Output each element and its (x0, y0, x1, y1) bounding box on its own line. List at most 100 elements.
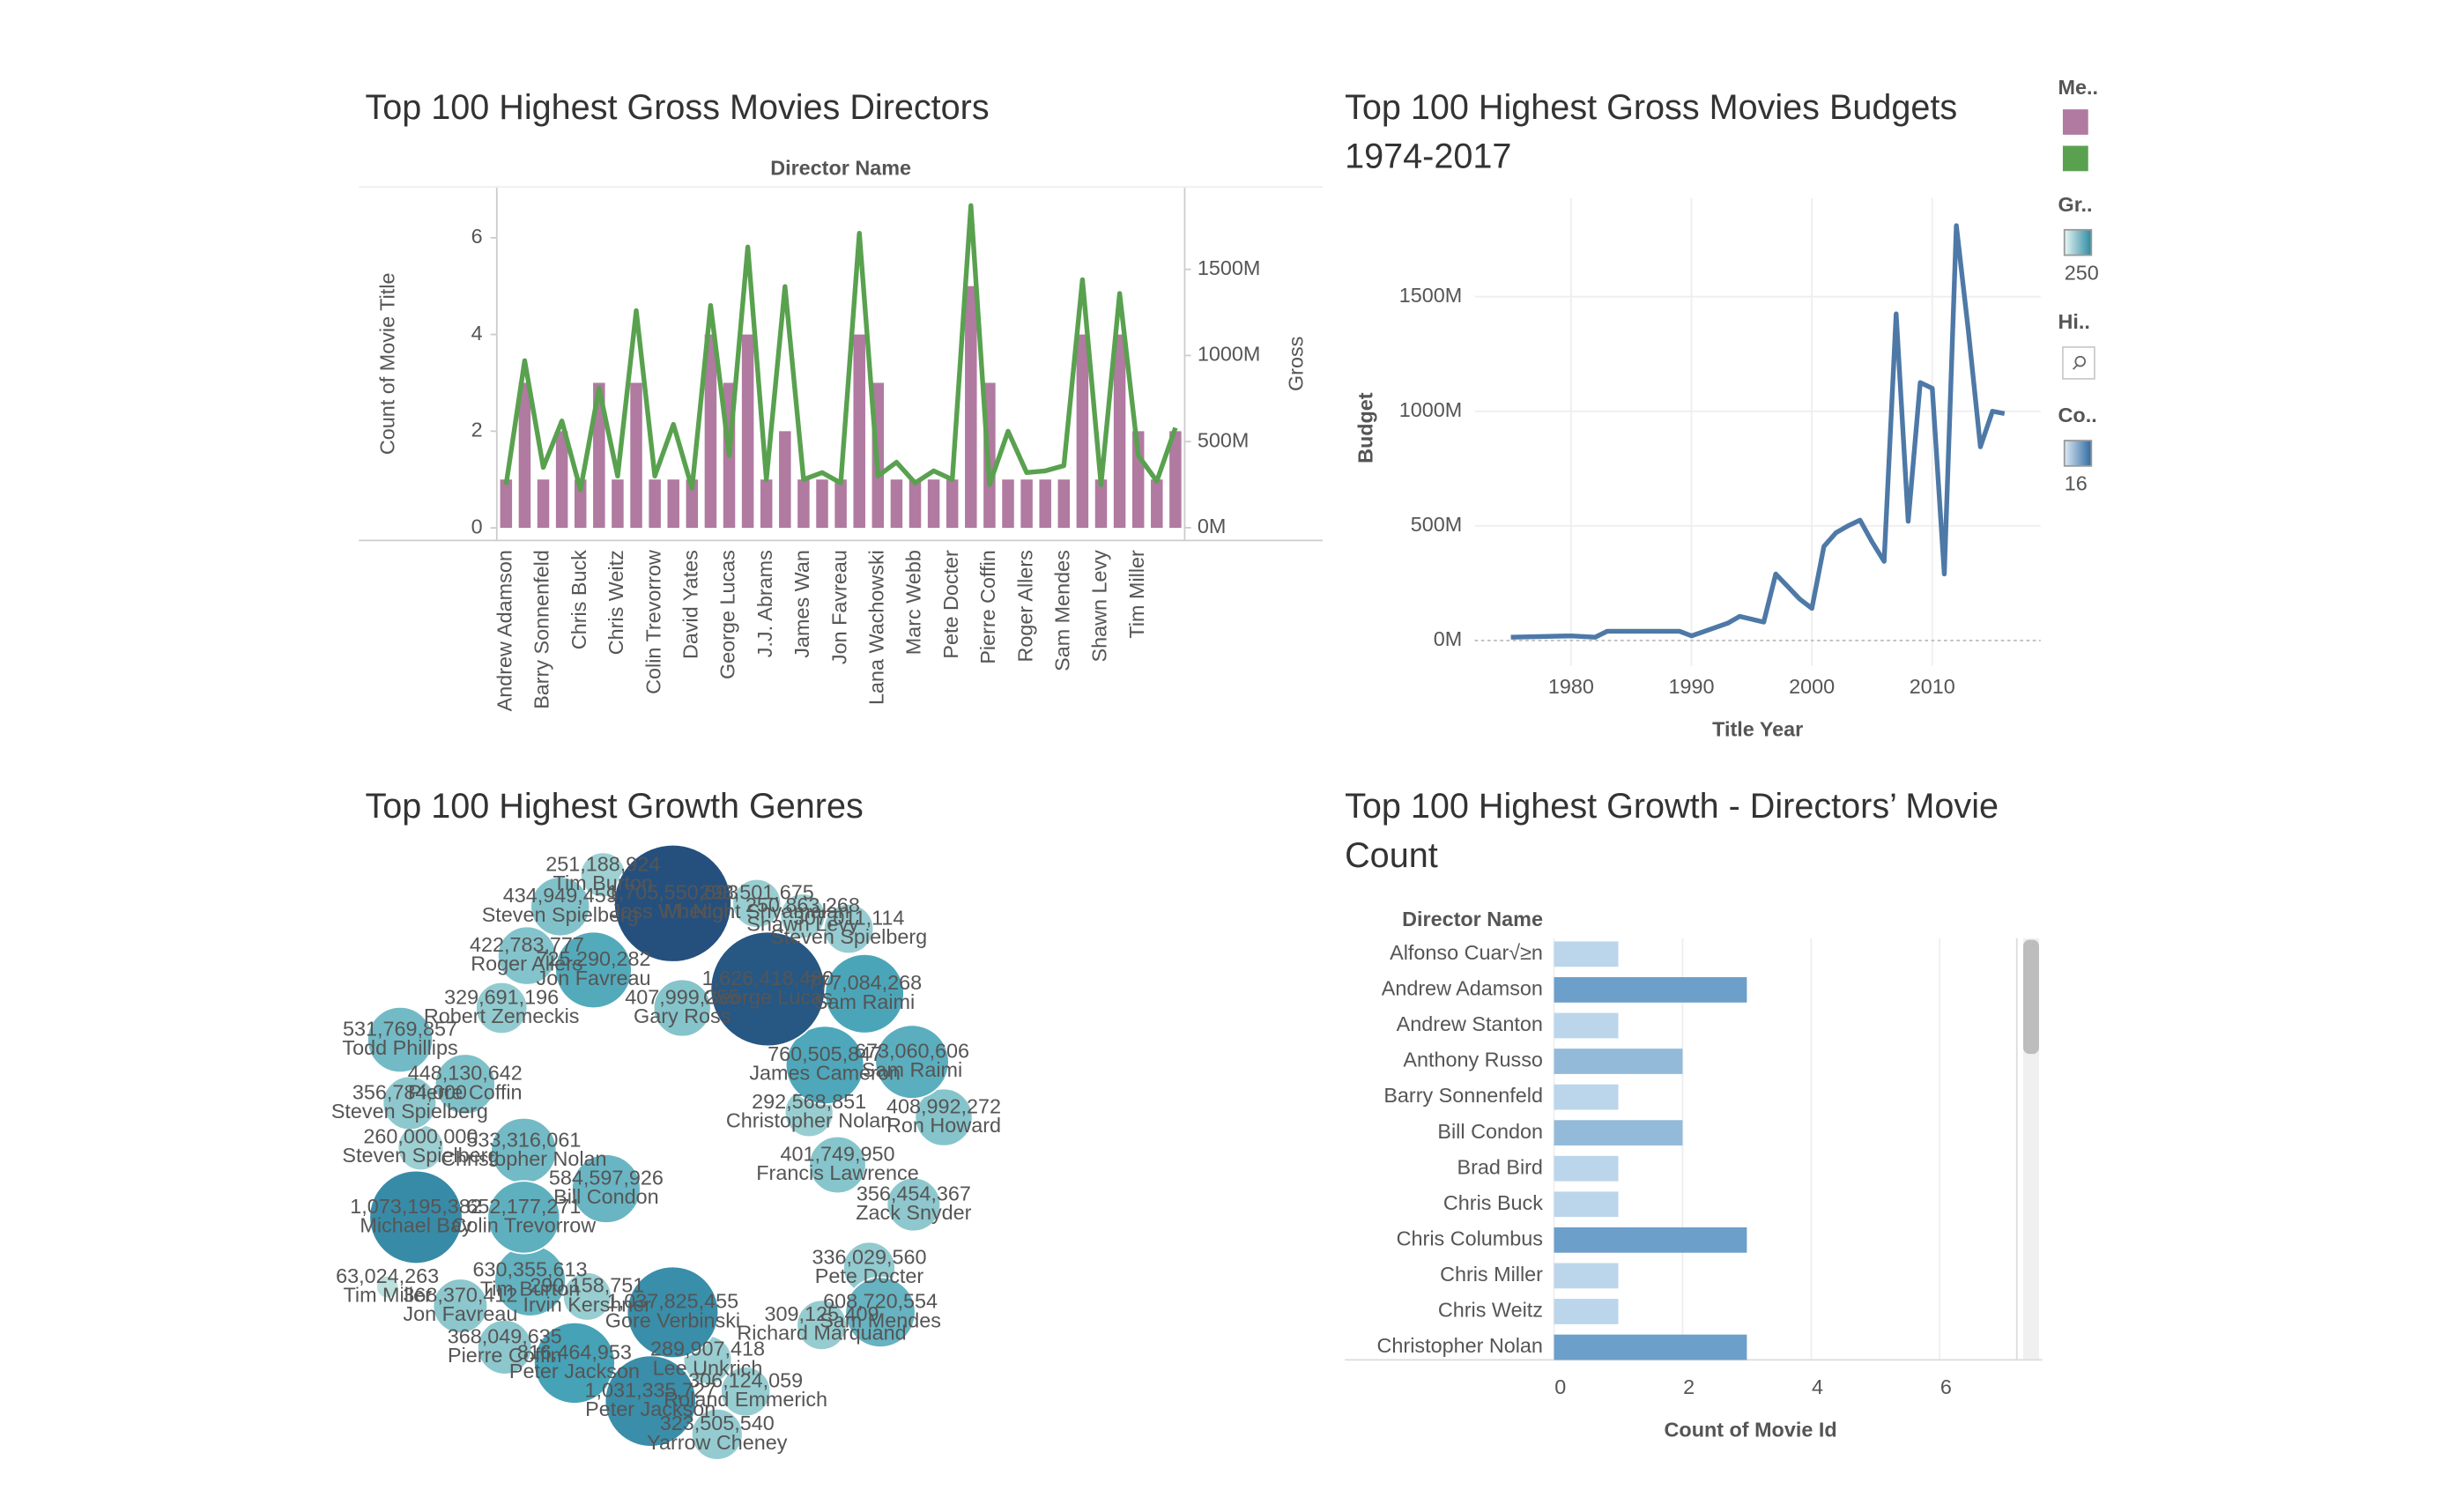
bar (1094, 479, 1108, 529)
bubble-value: 652,177,271 (466, 1195, 581, 1218)
legend-gradient (2063, 228, 2093, 256)
bar (612, 479, 624, 529)
bar (555, 431, 568, 529)
bubble-label: Lee Unkrich (653, 1356, 763, 1379)
y-tick-label: 6 (471, 225, 483, 248)
row-label: Christopher Nolan (1377, 1334, 1543, 1357)
x-tick-label: 1990 (1669, 675, 1715, 698)
bubble (784, 1025, 865, 1106)
scrollbar-thumb[interactable] (2022, 939, 2039, 1055)
row-label: Anthony Russo (1403, 1049, 1543, 1071)
bubble (690, 1407, 744, 1461)
x-tick-label: Pierre Coffin (976, 550, 999, 664)
bubble (432, 1278, 489, 1334)
x-tick-label: Chris Weitz (604, 550, 627, 655)
x-axis-title: Title Year (1712, 717, 1803, 740)
bubble-label: Tim Miller (343, 1284, 432, 1307)
search-icon (2074, 355, 2087, 367)
row-header: Director Name (1402, 908, 1543, 930)
bar (1057, 479, 1071, 529)
line-series (1510, 223, 2006, 640)
x-tick-label: Lana Wachowski (864, 550, 887, 705)
search-box[interactable] (2062, 346, 2095, 380)
bubble (561, 1271, 612, 1322)
bubble-value: 292,568,851 (752, 1090, 866, 1113)
bar (927, 479, 940, 529)
bubble-value: 401,749,950 (781, 1142, 895, 1165)
y-axis-title: Budget (1354, 392, 1376, 463)
bubble-label: Tim Burton (480, 1277, 580, 1300)
bubble (604, 1354, 697, 1448)
bubble-value: 368,049,635 (448, 1324, 562, 1347)
bubble-label: Richard Marquand (737, 1322, 906, 1345)
bubble-label: Sam Raimi (814, 990, 915, 1013)
bubble-label: Tim Burton (553, 871, 653, 894)
bubble (434, 1053, 496, 1115)
bubble-label: Pierre Coffin (408, 1080, 523, 1103)
bubble-label: Steven Spielberg (331, 1100, 488, 1123)
bubble-value: 289,907,418 (650, 1338, 765, 1360)
x-tick-label: Sam Mendes (1050, 550, 1073, 671)
bubble-label: James Cameron (749, 1062, 900, 1085)
bubble-value: 1,037,825,455 (607, 1290, 738, 1313)
bar (1554, 1263, 1619, 1289)
bubble-label: Todd Phillips (342, 1036, 457, 1059)
bubble-label: Peter Jackson (585, 1397, 716, 1420)
bar (1554, 1334, 1747, 1360)
bar (797, 479, 810, 529)
bubble-label: George Lucas (703, 985, 833, 1008)
bubble-value: 329,691,196 (444, 985, 559, 1008)
chart-title: Top 100 Highest Growth - Directors’ Movi… (1345, 786, 1999, 875)
chart-title: Top 100 Highest Growth Genres (365, 786, 864, 826)
bar (1113, 334, 1126, 529)
bubble (808, 1135, 867, 1195)
bar (537, 479, 550, 529)
bar (1554, 1049, 1683, 1074)
x-tick-label: Barry Sonnenfeld (530, 550, 553, 709)
bar (1554, 1227, 1747, 1253)
title-box: Top 100 Highest Gross Movies Directors (365, 87, 989, 127)
y2-tick-label: 1000M (1198, 343, 1260, 366)
y2-tick-label: 500M (1198, 428, 1249, 451)
bubble-label: Ron Howard (886, 1114, 1001, 1137)
y-tick-label: 0M (1434, 627, 1462, 650)
bubble-label: M. Night Shyamalan (664, 900, 849, 923)
row-label: Andrew Stanton (1397, 1012, 1543, 1035)
legend-swatch (2062, 109, 2088, 135)
bubble-value: 309,125,409 (765, 1302, 879, 1325)
bar (593, 382, 605, 529)
bubble (612, 843, 732, 963)
bar (1554, 1120, 1683, 1146)
title-box: Top 100 Highest Gross Movies Budgets 197… (1345, 87, 1957, 176)
x-tick-label: George Lucas (716, 550, 739, 679)
bubble-value: 250,863,268 (745, 893, 860, 916)
bar (1131, 431, 1145, 529)
bubble-label: Irvin Kershner (523, 1293, 652, 1316)
bubble-label: Zack Snyder (856, 1201, 971, 1224)
x-tick-label: Marc Webb (902, 550, 925, 655)
bubble-value: 251,188,924 (545, 852, 660, 875)
legend-title: Gr.. (2058, 193, 2093, 216)
row-label: Barry Sonnenfeld (1383, 1084, 1543, 1107)
bubble (366, 1005, 434, 1074)
legend-label: 16 (2065, 472, 2088, 495)
y-tick-label: 0 (471, 515, 483, 537)
y-tick-label: 4 (471, 322, 483, 345)
bar (518, 382, 531, 529)
bubble-value: 448,130,642 (408, 1062, 523, 1085)
bubble-value: 307,011,114 (793, 906, 905, 929)
y2-tick-label: 0M (1198, 515, 1226, 537)
y-tick-label: 500M (1411, 513, 1462, 536)
x-tick-label: Roger Allers (1013, 550, 1036, 662)
bubble-label: Robert Zemeckis (424, 1004, 580, 1027)
x-tick-label: 6 (1940, 1375, 1952, 1398)
bubble-label: Yarrow Cheney (647, 1431, 788, 1454)
x-tick-label: 1980 (1548, 675, 1594, 698)
bubble (709, 930, 827, 1048)
bubble-value: 408,992,272 (886, 1094, 1001, 1117)
bar (834, 479, 847, 529)
bubble (486, 1180, 561, 1255)
x-tick-label: 2010 (1910, 675, 1955, 698)
